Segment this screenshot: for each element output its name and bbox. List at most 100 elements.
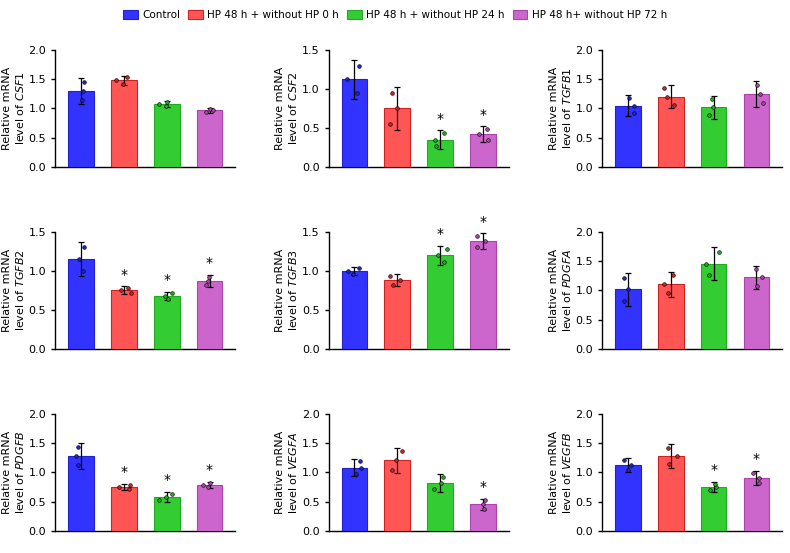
Point xyxy=(158,291,171,300)
Text: *: * xyxy=(206,256,213,270)
Point xyxy=(72,461,85,469)
Point xyxy=(438,257,450,266)
Point xyxy=(196,481,209,489)
Point xyxy=(757,98,769,107)
Point xyxy=(707,103,720,112)
Point xyxy=(113,482,126,491)
Point xyxy=(72,442,85,451)
Bar xyxy=(385,280,410,349)
Point xyxy=(700,259,713,268)
Y-axis label: Relative mRNA
level of $\it{CSF2}$: Relative mRNA level of $\it{CSF2}$ xyxy=(276,67,299,150)
Point xyxy=(482,135,495,144)
Point xyxy=(204,104,216,113)
Point xyxy=(481,124,494,133)
Text: *: * xyxy=(480,108,487,122)
Point xyxy=(340,75,353,84)
Bar xyxy=(658,284,683,349)
Point xyxy=(349,469,362,478)
Bar xyxy=(111,80,137,167)
Point xyxy=(166,489,179,498)
Point xyxy=(390,104,403,113)
Point xyxy=(477,500,490,509)
Text: *: * xyxy=(437,112,444,126)
Point xyxy=(478,237,491,246)
Text: *: * xyxy=(164,473,170,487)
Bar xyxy=(427,255,453,349)
Point xyxy=(432,251,445,259)
Y-axis label: Relative mRNA
level of $\it{PDGFB}$: Relative mRNA level of $\it{PDGFB}$ xyxy=(2,430,26,514)
Point xyxy=(754,90,767,98)
Point xyxy=(352,264,365,273)
Point xyxy=(201,483,214,492)
Point xyxy=(618,456,630,465)
Point xyxy=(350,89,363,98)
Point xyxy=(384,272,397,280)
Point xyxy=(387,280,400,289)
Point xyxy=(623,93,636,102)
Point xyxy=(747,469,759,478)
Point xyxy=(627,101,640,110)
Point xyxy=(355,463,367,472)
Point xyxy=(704,486,717,494)
Point xyxy=(661,92,674,101)
Text: *: * xyxy=(480,480,487,494)
Bar xyxy=(197,281,222,349)
Point xyxy=(706,95,719,103)
Point xyxy=(354,457,367,466)
Point xyxy=(386,88,399,97)
Point xyxy=(437,472,450,481)
Y-axis label: Relative mRNA
level of $\it{VEGFB}$: Relative mRNA level of $\it{VEGFB}$ xyxy=(548,431,573,514)
Point xyxy=(709,482,722,491)
Point xyxy=(386,465,399,474)
Point xyxy=(352,61,365,70)
Point xyxy=(347,269,359,278)
Bar xyxy=(658,97,683,167)
Bar xyxy=(743,478,769,531)
Point xyxy=(662,460,675,468)
Bar xyxy=(197,110,222,167)
Point xyxy=(125,289,137,298)
Point xyxy=(662,443,675,452)
Bar xyxy=(470,504,496,531)
Bar xyxy=(615,465,641,531)
Bar xyxy=(658,456,683,531)
Bar xyxy=(427,140,453,167)
Point xyxy=(122,484,135,493)
Point xyxy=(667,271,679,280)
Point xyxy=(657,84,670,93)
Y-axis label: Relative mRNA
level of $\it{VEGFA}$: Relative mRNA level of $\it{VEGFA}$ xyxy=(275,431,299,514)
Y-axis label: Relative mRNA
level of $\it{CSF1}$: Relative mRNA level of $\it{CSF1}$ xyxy=(2,67,26,150)
Bar xyxy=(470,134,496,167)
Text: *: * xyxy=(120,268,127,281)
Point xyxy=(201,276,214,285)
Point xyxy=(202,272,215,281)
Point xyxy=(122,283,134,292)
Text: *: * xyxy=(437,227,444,241)
Point xyxy=(110,76,122,85)
Point xyxy=(428,135,441,144)
Bar xyxy=(111,487,137,531)
Point xyxy=(116,79,129,88)
Point xyxy=(628,108,641,117)
Point xyxy=(341,267,354,275)
Point xyxy=(750,265,762,274)
Bar xyxy=(68,259,94,349)
Point xyxy=(755,273,768,282)
Point xyxy=(115,286,127,295)
Point xyxy=(713,248,725,257)
Point xyxy=(153,495,166,504)
Text: *: * xyxy=(164,273,170,287)
Y-axis label: Relative mRNA
level of $\it{TGFB1}$: Relative mRNA level of $\it{TGFB1}$ xyxy=(548,67,573,150)
Point xyxy=(427,484,440,493)
Bar xyxy=(111,290,137,349)
Bar xyxy=(154,296,179,349)
Point xyxy=(204,479,216,488)
Point xyxy=(160,101,172,110)
Point xyxy=(441,244,453,253)
Bar xyxy=(154,104,179,167)
Point xyxy=(73,254,85,263)
Y-axis label: Relative mRNA
level of $\it{TGFB2}$: Relative mRNA level of $\it{TGFB2}$ xyxy=(2,249,26,332)
Point xyxy=(430,142,442,151)
Point xyxy=(471,242,483,251)
Point xyxy=(751,281,764,290)
